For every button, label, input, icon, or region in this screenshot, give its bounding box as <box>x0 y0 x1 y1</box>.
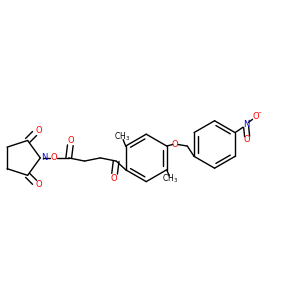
Text: O: O <box>171 140 178 149</box>
Text: CH$_3$: CH$_3$ <box>163 173 178 185</box>
Text: O: O <box>68 136 74 145</box>
Text: $^+$: $^+$ <box>247 119 252 124</box>
Text: O: O <box>35 180 42 189</box>
Text: CH$_3$: CH$_3$ <box>114 130 130 143</box>
Text: O: O <box>50 153 57 162</box>
Text: O: O <box>35 127 42 136</box>
Text: O: O <box>252 112 259 121</box>
Text: O: O <box>244 135 250 144</box>
Text: N: N <box>243 120 249 129</box>
Text: N: N <box>41 153 48 162</box>
Text: $^-$: $^-$ <box>257 110 263 116</box>
Text: O: O <box>111 174 117 183</box>
